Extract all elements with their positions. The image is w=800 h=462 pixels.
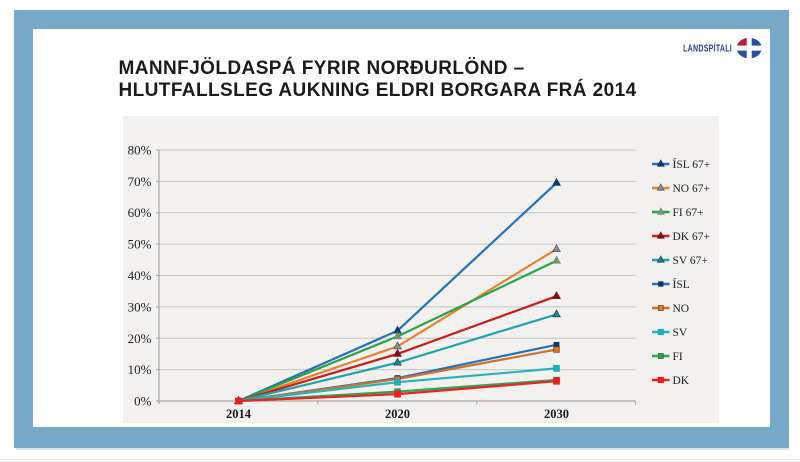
svg-text:DK: DK (673, 375, 690, 387)
svg-text:FI: FI (673, 351, 683, 363)
svg-text:NO 67+: NO 67+ (673, 183, 710, 195)
svg-text:40%: 40% (128, 268, 152, 283)
svg-text:50%: 50% (128, 237, 152, 252)
svg-text:70%: 70% (128, 174, 152, 189)
svg-text:SV: SV (673, 327, 688, 339)
svg-text:30%: 30% (128, 299, 152, 314)
svg-text:2020: 2020 (385, 407, 410, 421)
svg-text:FI 67+: FI 67+ (673, 207, 704, 219)
svg-text:NO: NO (673, 303, 690, 315)
svg-text:0%: 0% (134, 394, 152, 409)
svg-text:ÍSL: ÍSL (673, 277, 690, 291)
svg-text:SV 67+: SV 67+ (673, 255, 708, 267)
svg-text:DK 67+: DK 67+ (673, 231, 710, 243)
svg-text:2030: 2030 (544, 407, 569, 421)
svg-text:2014: 2014 (226, 407, 252, 421)
svg-text:LANDSPÍTALI: LANDSPÍTALI (683, 42, 732, 54)
svg-text:20%: 20% (128, 331, 152, 346)
svg-text:60%: 60% (128, 205, 152, 220)
svg-text:ÍSL 67+: ÍSL 67+ (673, 157, 711, 171)
svg-text:10%: 10% (128, 362, 152, 377)
svg-text:80%: 80% (128, 143, 152, 158)
